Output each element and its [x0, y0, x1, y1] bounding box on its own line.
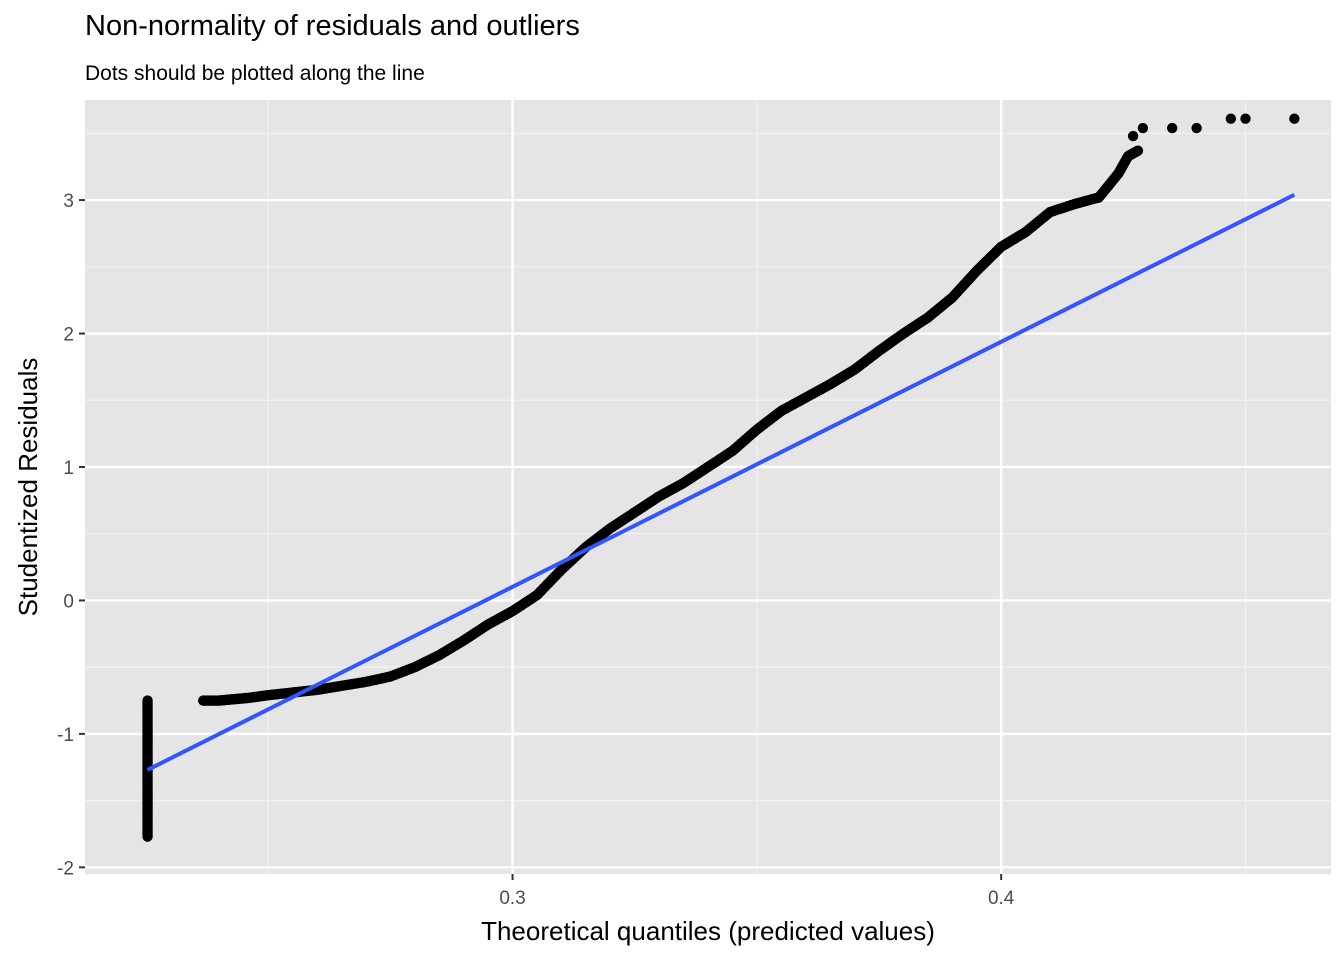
outlier-point: [1166, 122, 1178, 134]
x-tick-label: 0.4: [988, 888, 1015, 909]
axes-layer: 0.3 0.4 -2 -1 0 1 2 3: [57, 191, 1015, 909]
x-tick-label: 0.3: [499, 888, 525, 909]
data-point: [1132, 145, 1144, 156]
y-tick-label: -2: [57, 858, 74, 879]
y-tick-label: -1: [57, 725, 74, 746]
chart-title: Non-normality of residuals and outliers: [85, 10, 580, 42]
y-tick-label: 1: [63, 458, 74, 479]
data-point: [142, 695, 153, 706]
y-tick-label: 3: [63, 191, 74, 212]
y-tick-label: 0: [63, 591, 74, 612]
outlier-point: [1225, 113, 1237, 124]
reference-line: [146, 192, 1296, 772]
outlier-point: [1191, 122, 1202, 134]
x-axis-label: Theoretical quantiles (predicted values): [481, 916, 935, 946]
grid-major: [85, 100, 1331, 874]
outlier-point: [1137, 122, 1149, 134]
outlier-point: [1289, 113, 1300, 124]
chart-subtitle: Dots should be plotted along the line: [85, 62, 425, 85]
outlier-point: [1240, 113, 1251, 124]
outlier-point: [1127, 130, 1139, 142]
y-axis-label: Studentized Residuals: [13, 358, 43, 617]
grid-minor: [85, 100, 1331, 874]
points-layer: [142, 113, 1300, 842]
y-tick-label: 2: [63, 325, 74, 346]
